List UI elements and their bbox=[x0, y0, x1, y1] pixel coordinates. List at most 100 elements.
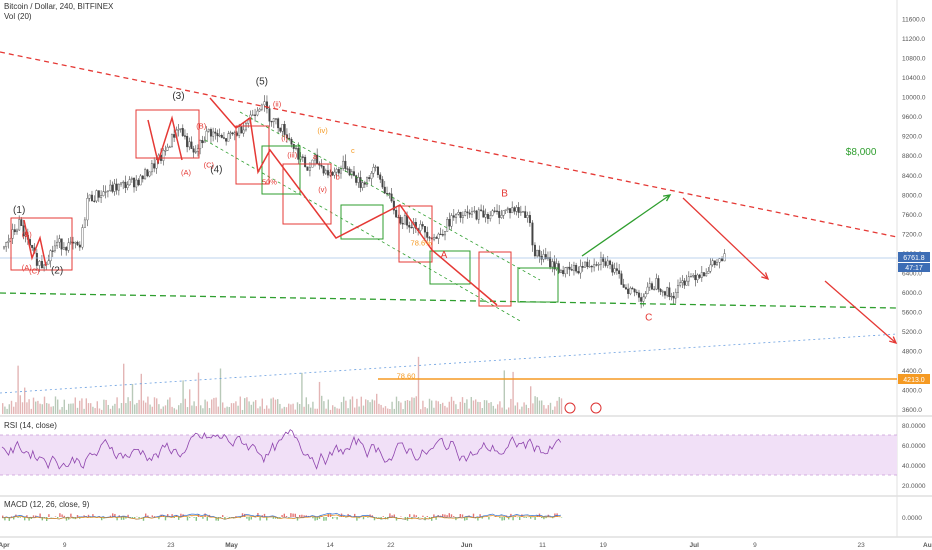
volume-bar bbox=[499, 401, 501, 414]
candle-body bbox=[399, 216, 402, 224]
macd-bar bbox=[545, 517, 547, 519]
volume-bar bbox=[54, 396, 57, 414]
volume-bar bbox=[6, 408, 8, 414]
price-tick-label: 6400.0 bbox=[902, 270, 922, 277]
volume-bar bbox=[420, 409, 422, 414]
macd-bar bbox=[523, 517, 525, 518]
volume-bar bbox=[417, 356, 420, 414]
price-tick-label: 8400.0 bbox=[902, 173, 922, 180]
candle-body bbox=[130, 178, 133, 180]
volume-bar bbox=[362, 405, 365, 414]
wave-path bbox=[147, 115, 183, 165]
candle-body bbox=[370, 173, 373, 179]
candle-body bbox=[320, 164, 323, 167]
macd-bar bbox=[153, 516, 156, 517]
candle-body bbox=[401, 222, 404, 225]
macd-bar bbox=[554, 513, 556, 517]
candle-body bbox=[144, 169, 147, 180]
volume-bar bbox=[294, 409, 296, 414]
countdown-value: 47:17 bbox=[905, 265, 923, 272]
volume-bar bbox=[145, 402, 147, 414]
macd-bar bbox=[283, 513, 285, 517]
candle-body bbox=[555, 263, 558, 270]
volume-bar bbox=[65, 409, 68, 414]
volume-bar bbox=[255, 400, 257, 414]
candle-body bbox=[486, 214, 489, 219]
candle-body bbox=[170, 134, 173, 148]
macd-bar bbox=[65, 517, 68, 521]
candle-body bbox=[593, 264, 596, 268]
candle-body bbox=[308, 167, 311, 171]
volume-bar bbox=[257, 408, 259, 414]
candle-body bbox=[644, 293, 647, 298]
candle-body bbox=[258, 108, 261, 112]
candle-body bbox=[493, 210, 496, 212]
volume-bar bbox=[39, 403, 41, 414]
volume-bar bbox=[224, 407, 226, 414]
candle-body bbox=[542, 254, 545, 260]
macd-bar bbox=[87, 514, 90, 517]
wave-annotation: B bbox=[501, 189, 508, 200]
macd-bar bbox=[461, 514, 464, 517]
candle-body bbox=[346, 168, 349, 170]
volume-bar bbox=[237, 405, 239, 414]
time-tick-label: 14 bbox=[327, 542, 335, 549]
candle-body bbox=[233, 132, 236, 135]
macd-bar bbox=[305, 515, 307, 517]
candle-body bbox=[326, 170, 329, 176]
volume-bar bbox=[387, 408, 389, 414]
macd-bar bbox=[327, 514, 329, 517]
candle-body bbox=[631, 287, 634, 290]
candle-body bbox=[268, 108, 271, 122]
macd-bar bbox=[178, 517, 180, 520]
time-tick-label: 19 bbox=[600, 542, 608, 549]
candle-body bbox=[419, 224, 422, 231]
macd-bar bbox=[389, 513, 391, 517]
macd-bar bbox=[195, 517, 197, 521]
candle-body bbox=[687, 276, 690, 282]
macd-bar bbox=[362, 517, 365, 520]
price-tick-label: 4400.0 bbox=[902, 368, 922, 375]
candle-body bbox=[324, 170, 327, 174]
volume-bar bbox=[281, 408, 283, 414]
volume-bar bbox=[356, 398, 358, 414]
macd-bar bbox=[448, 513, 450, 517]
volume-bar bbox=[382, 407, 384, 414]
candle-body bbox=[254, 114, 257, 116]
candle-body bbox=[348, 168, 351, 176]
candle-body bbox=[620, 273, 623, 285]
candle-body bbox=[685, 280, 688, 286]
wave-box bbox=[478, 251, 512, 307]
volume-bar bbox=[318, 381, 321, 414]
volume-bar bbox=[191, 405, 193, 414]
macd-bar bbox=[378, 517, 380, 518]
volume-bar bbox=[109, 408, 112, 414]
candle-body bbox=[124, 181, 127, 188]
macd-bar bbox=[446, 515, 448, 517]
macd-bar bbox=[92, 514, 94, 517]
candle-body bbox=[81, 227, 84, 248]
macd-bar bbox=[519, 517, 521, 520]
candle-body bbox=[102, 191, 105, 196]
macd-bar bbox=[391, 515, 393, 517]
candle-body bbox=[663, 291, 666, 296]
volume-bar bbox=[24, 387, 26, 414]
macd-bar bbox=[123, 517, 125, 520]
macd-bar bbox=[464, 517, 466, 521]
macd-bar bbox=[204, 513, 206, 517]
candle-body bbox=[562, 270, 565, 275]
price-tick-label: 11200.0 bbox=[902, 36, 925, 43]
long-term-trendline bbox=[0, 333, 898, 394]
candle-body bbox=[359, 177, 362, 188]
volume-bar bbox=[426, 408, 428, 414]
volume-bar bbox=[197, 372, 200, 414]
volume-bar bbox=[433, 407, 435, 414]
candle-body bbox=[155, 159, 158, 169]
volume-bar bbox=[483, 400, 486, 414]
event-flag-icon bbox=[564, 402, 576, 414]
macd-bar bbox=[19, 517, 21, 518]
volume-bar bbox=[68, 403, 70, 414]
volume-bar bbox=[26, 402, 28, 414]
volume-bar bbox=[219, 368, 222, 414]
